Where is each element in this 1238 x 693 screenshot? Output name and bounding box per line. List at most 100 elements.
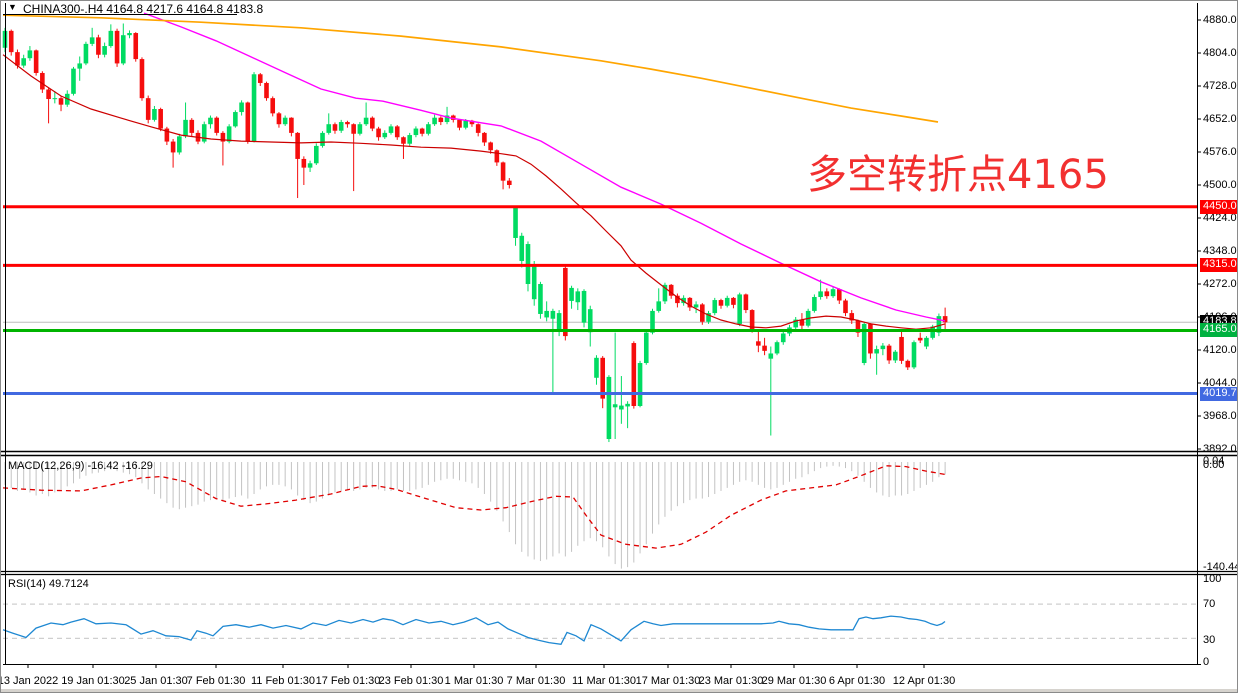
candle-bear xyxy=(270,98,276,114)
candle-bear xyxy=(214,117,219,133)
macd-panel xyxy=(2,462,946,569)
candle-bear xyxy=(749,310,755,330)
candle-bull xyxy=(619,405,624,410)
candle-bear xyxy=(15,52,20,66)
candle-bull xyxy=(444,115,450,123)
candle-bear xyxy=(158,109,163,129)
candle-bull xyxy=(239,102,244,113)
candle-bear xyxy=(687,297,693,308)
candle-bull xyxy=(71,68,76,94)
candle-bear xyxy=(8,30,14,53)
price-tick-label: 4348.0 xyxy=(1203,244,1237,257)
time-tick-label[interactable]: 7 Feb 01:30 xyxy=(186,675,246,687)
candle-bear xyxy=(276,113,282,125)
candle-bear xyxy=(500,162,506,181)
time-tick-label[interactable]: 17 Feb 01:30 xyxy=(315,675,381,687)
candle-bull xyxy=(338,122,344,131)
candle-bull xyxy=(320,132,325,146)
time-tick-label[interactable]: 11 Mar 01:30 xyxy=(571,675,637,687)
candle-bull xyxy=(108,30,114,47)
time-tick-label[interactable]: 13 Jan 2022 xyxy=(0,675,59,687)
chevron-down-icon[interactable]: ▼ xyxy=(8,2,17,12)
candle-bear xyxy=(301,158,307,168)
price-tick-label: 4804.0 xyxy=(1203,46,1237,59)
candle-bear xyxy=(563,267,568,337)
candle-bear xyxy=(164,128,170,142)
candle-bull xyxy=(880,345,886,350)
time-tick-label[interactable]: 25 Jan 01:30 xyxy=(124,675,188,687)
candle-bear xyxy=(631,343,637,407)
candle-bull xyxy=(177,136,182,153)
candle-bear xyxy=(438,117,444,123)
candle-bear xyxy=(886,345,892,361)
candle-bull xyxy=(774,342,780,354)
candle-bull xyxy=(314,145,319,164)
candle-bull xyxy=(861,323,867,364)
candle-bear xyxy=(824,291,830,297)
candle-bear xyxy=(675,295,680,304)
candle-bull xyxy=(544,310,549,318)
time-tick-label[interactable]: 1 Mar 01:30 xyxy=(444,675,504,687)
candle-bear xyxy=(855,320,861,333)
candle-bull xyxy=(569,287,574,301)
candle-bull xyxy=(575,291,581,303)
price-tick-label: 4500.0 xyxy=(1203,178,1237,191)
time-tick-label[interactable]: 23 Mar 01:30 xyxy=(698,675,764,687)
price-tick-label: 4728.0 xyxy=(1203,79,1237,92)
candle-bear xyxy=(457,119,462,128)
candle-bull xyxy=(413,128,419,136)
candle-bull xyxy=(637,363,643,407)
time-tick-label[interactable]: 6 Apr 01:30 xyxy=(828,675,886,687)
candle-bull xyxy=(251,74,257,142)
candle-bear xyxy=(507,180,512,185)
candle-bear xyxy=(257,74,263,83)
candle-bear xyxy=(133,33,139,60)
time-tick-label[interactable]: 17 Mar 01:30 xyxy=(635,675,701,687)
time-tick-label[interactable]: 7 Mar 01:30 xyxy=(506,675,566,687)
price-tick-label: 3892.0 xyxy=(1203,442,1237,455)
candle-bear xyxy=(917,337,923,341)
candles xyxy=(2,23,948,443)
rsi-line xyxy=(2,615,946,646)
candle-bear xyxy=(332,124,338,131)
candle-bull xyxy=(924,337,929,347)
candle-bull xyxy=(643,332,649,364)
candle-bull xyxy=(911,342,917,368)
candle-bear xyxy=(245,102,251,142)
candle-bull xyxy=(357,124,363,134)
time-tick-label[interactable]: 11 Feb 01:30 xyxy=(250,675,316,687)
candle-bull xyxy=(127,33,132,36)
candle-bull xyxy=(656,301,662,311)
candle-bear xyxy=(868,323,873,354)
indicator-axis-label: 0.04 xyxy=(1203,455,1225,467)
candle-bull xyxy=(152,109,157,120)
candle-bear xyxy=(376,128,381,138)
price-tick-label: 4044.0 xyxy=(1203,376,1237,389)
candle-bull xyxy=(550,310,556,319)
candle-bear xyxy=(849,313,855,321)
candle-bear xyxy=(668,284,674,296)
price-tick-label: 4424.0 xyxy=(1203,211,1237,224)
candle-bear xyxy=(718,300,724,306)
candle-bear xyxy=(145,98,151,120)
ma-slow-orange xyxy=(2,14,939,123)
time-tick-label[interactable]: 19 Jan 01:30 xyxy=(61,675,125,687)
candle-bull xyxy=(874,349,879,354)
candle-bear xyxy=(743,294,749,311)
candle-bull xyxy=(538,283,543,314)
candle-bull xyxy=(83,43,89,64)
candle-bull xyxy=(363,117,369,125)
candle-bull xyxy=(693,304,699,308)
candle-bear xyxy=(494,150,500,163)
time-tick-label[interactable]: 12 Apr 01:30 xyxy=(892,675,956,687)
candle-bear xyxy=(836,289,842,301)
candle-bear xyxy=(482,132,487,143)
candle-bear xyxy=(731,297,736,305)
time-tick-label[interactable]: 23 Feb 01:30 xyxy=(378,675,444,687)
ma-fast-red xyxy=(2,54,946,330)
candle-bull xyxy=(737,294,742,324)
candle-bull xyxy=(650,310,655,333)
time-tick-label[interactable]: 29 Mar 01:30 xyxy=(761,675,827,687)
candle-bull xyxy=(812,297,817,311)
